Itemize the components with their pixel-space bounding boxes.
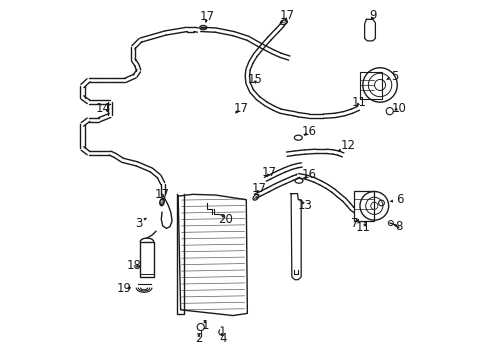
Text: 16: 16 bbox=[301, 168, 316, 181]
Text: 13: 13 bbox=[297, 199, 311, 212]
Text: 17: 17 bbox=[233, 102, 248, 115]
Bar bbox=[140, 242, 153, 277]
Polygon shape bbox=[364, 19, 375, 41]
Text: 17: 17 bbox=[280, 9, 294, 22]
Text: 7: 7 bbox=[350, 217, 358, 230]
Text: 12: 12 bbox=[337, 139, 355, 152]
Bar bbox=[353, 192, 373, 221]
Text: 2: 2 bbox=[194, 332, 202, 345]
Polygon shape bbox=[178, 194, 247, 316]
Text: 19: 19 bbox=[117, 282, 132, 295]
Text: 1: 1 bbox=[201, 319, 208, 332]
Text: 17: 17 bbox=[199, 10, 214, 23]
Text: 4: 4 bbox=[219, 332, 226, 345]
Text: 9: 9 bbox=[368, 9, 376, 22]
Bar bbox=[360, 72, 381, 99]
Text: 6: 6 bbox=[389, 193, 402, 206]
Text: 18: 18 bbox=[126, 259, 141, 272]
Text: 11: 11 bbox=[351, 96, 366, 109]
Text: 16: 16 bbox=[301, 125, 316, 138]
Text: 17: 17 bbox=[251, 183, 266, 195]
Text: 8: 8 bbox=[394, 220, 402, 233]
Text: 10: 10 bbox=[390, 102, 406, 115]
Polygon shape bbox=[290, 194, 301, 280]
Text: 15: 15 bbox=[247, 73, 262, 86]
Text: 11: 11 bbox=[355, 221, 369, 234]
Text: 14: 14 bbox=[95, 102, 110, 115]
Text: 20: 20 bbox=[218, 213, 233, 226]
Text: 5: 5 bbox=[386, 69, 397, 82]
Text: 17: 17 bbox=[154, 188, 169, 201]
Text: 3: 3 bbox=[135, 216, 146, 230]
Text: 17: 17 bbox=[262, 166, 277, 179]
